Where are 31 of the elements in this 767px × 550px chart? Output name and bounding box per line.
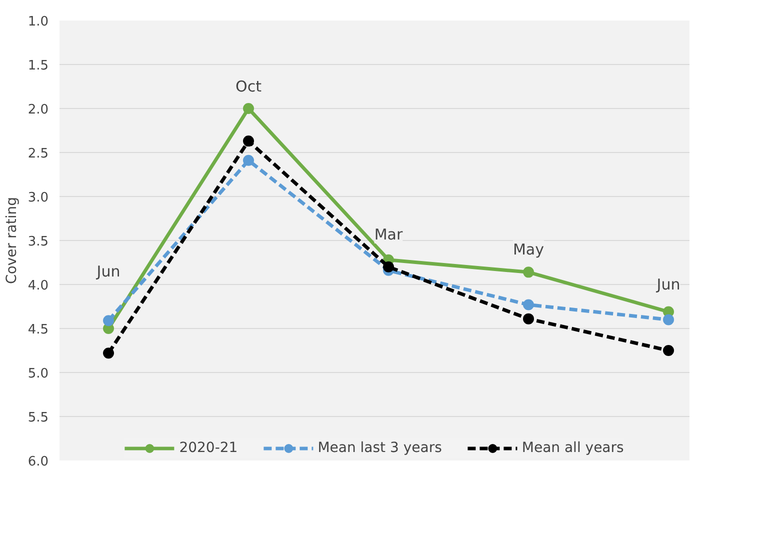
y-tick-label: 5.0 [28,366,49,382]
point [103,315,114,326]
y-tick-label: 1.0 [28,14,49,30]
annotation: Mar [374,225,404,244]
point [103,348,114,359]
y-tick-label: 2.0 [28,102,49,118]
annotation: Oct [236,78,262,96]
annotation: Jun [96,262,120,280]
legend-label: 2020-21 [179,440,238,456]
y-tick-label: 2.5 [28,146,49,162]
legend-label: Mean last 3 years [318,440,442,456]
y-tick-label: 6.0 [28,454,49,470]
annotation: Jun [656,276,680,294]
point [243,154,254,166]
point [523,313,534,324]
y-tick-label: 4.5 [28,322,49,338]
point [663,345,674,356]
point [523,299,534,310]
legend-label: Mean all years [522,440,624,456]
y-tick-label: 3.0 [28,190,49,206]
y-tick-label: 1.5 [28,58,49,74]
annotation: May [512,240,544,258]
y-tick-label: 5.5 [28,410,49,426]
y-tick-label: 4.0 [28,278,49,294]
y-axis-title: Cover rating [4,197,20,284]
point [523,266,534,278]
point [663,314,674,326]
point [243,103,254,114]
point [383,261,394,272]
y-tick-label: 3.5 [28,234,49,250]
point [243,136,254,147]
